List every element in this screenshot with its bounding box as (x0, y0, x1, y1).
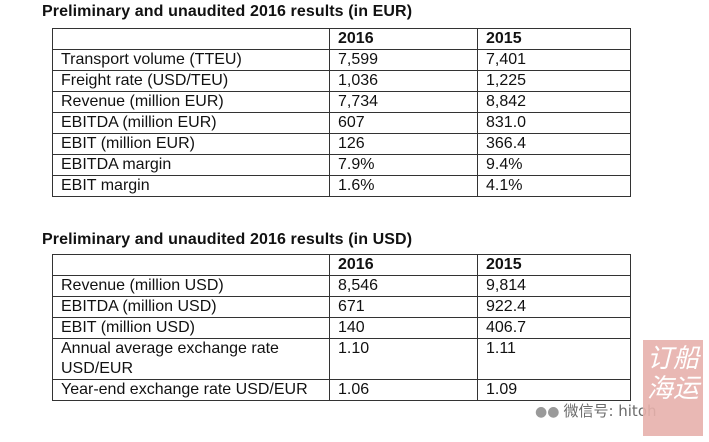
value-2016: 7,599 (329, 49, 478, 71)
table-row: Year-end exchange rate USD/EUR 1.06 1.09 (52, 379, 631, 401)
header-cell-label (52, 28, 330, 50)
table-row: EBIT (million EUR) 126 366.4 (52, 133, 631, 155)
row-label: Revenue (million EUR) (52, 91, 330, 113)
value-2015: 1.11 (477, 338, 631, 380)
value-2016: 607 (329, 112, 478, 134)
row-label: Annual average exchange rate USD/EUR (52, 338, 330, 380)
row-label: Year-end exchange rate USD/EUR (52, 379, 330, 401)
header-cell-2015: 2015 (477, 254, 631, 276)
header-cell-2015: 2015 (477, 28, 631, 50)
value-2015: 7,401 (477, 49, 631, 71)
eur-results-title: Preliminary and unaudited 2016 results (… (42, 3, 413, 20)
table-row: Revenue (million EUR) 7,734 8,842 (52, 91, 631, 113)
row-label: EBIT (million USD) (52, 317, 330, 339)
usd-results-table: 2016 2015 Revenue (million USD) 8,546 9,… (52, 254, 631, 401)
value-2015: 4.1% (477, 175, 631, 197)
row-label: EBIT (million EUR) (52, 133, 330, 155)
value-2015: 9.4% (477, 154, 631, 176)
value-2016: 1.6% (329, 175, 478, 197)
header-cell-2016: 2016 (329, 28, 478, 50)
value-2015: 831.0 (477, 112, 631, 134)
table-row: Annual average exchange rate USD/EUR 1.1… (52, 338, 631, 380)
row-label: Freight rate (USD/TEU) (52, 70, 330, 92)
table-row: EBITDA margin 7.9% 9.4% (52, 154, 631, 176)
eur-results-table: 2016 2015 Transport volume (TTEU) 7,599 … (52, 28, 631, 197)
usd-results-title: Preliminary and unaudited 2016 results (… (42, 231, 413, 248)
value-2016: 1.06 (329, 379, 478, 401)
table-row: Revenue (million USD) 8,546 9,814 (52, 275, 631, 297)
row-label: EBITDA margin (52, 154, 330, 176)
table-header-row: 2016 2015 (52, 254, 631, 276)
value-2016: 7,734 (329, 91, 478, 113)
wechat-bubble-icon: ●● (535, 404, 560, 420)
value-2015: 9,814 (477, 275, 631, 297)
value-2015: 1,225 (477, 70, 631, 92)
value-2016: 126 (329, 133, 478, 155)
table-row: Transport volume (TTEU) 7,599 7,401 (52, 49, 631, 71)
value-2015: 366.4 (477, 133, 631, 155)
table-row: EBITDA (million EUR) 607 831.0 (52, 112, 631, 134)
row-label: Transport volume (TTEU) (52, 49, 330, 71)
table-row: EBIT (million USD) 140 406.7 (52, 317, 631, 339)
wechat-id-label: 微信号: hitoh (563, 402, 657, 420)
value-2016: 1,036 (329, 70, 478, 92)
value-2015: 8,842 (477, 91, 631, 113)
row-label: Revenue (million USD) (52, 275, 330, 297)
header-cell-2016: 2016 (329, 254, 478, 276)
value-2015: 406.7 (477, 317, 631, 339)
row-label: EBITDA (million EUR) (52, 112, 330, 134)
seal-stamp: 订船 海运 (643, 340, 703, 436)
row-label: EBIT margin (52, 175, 330, 197)
table-row: Freight rate (USD/TEU) 1,036 1,225 (52, 70, 631, 92)
value-2016: 671 (329, 296, 478, 318)
value-2016: 8,546 (329, 275, 478, 297)
table-row: EBITDA (million USD) 671 922.4 (52, 296, 631, 318)
value-2016: 7.9% (329, 154, 478, 176)
seal-stamp-chars: 订船 海运 (646, 344, 699, 404)
row-label: EBITDA (million USD) (52, 296, 330, 318)
table-row: EBIT margin 1.6% 4.1% (52, 175, 631, 197)
value-2015: 922.4 (477, 296, 631, 318)
wechat-watermark: ●● 微信号: hitoh (535, 400, 657, 421)
value-2015: 1.09 (477, 379, 631, 401)
value-2016: 140 (329, 317, 478, 339)
value-2016: 1.10 (329, 338, 478, 380)
header-cell-label (52, 254, 330, 276)
table-header-row: 2016 2015 (52, 28, 631, 50)
